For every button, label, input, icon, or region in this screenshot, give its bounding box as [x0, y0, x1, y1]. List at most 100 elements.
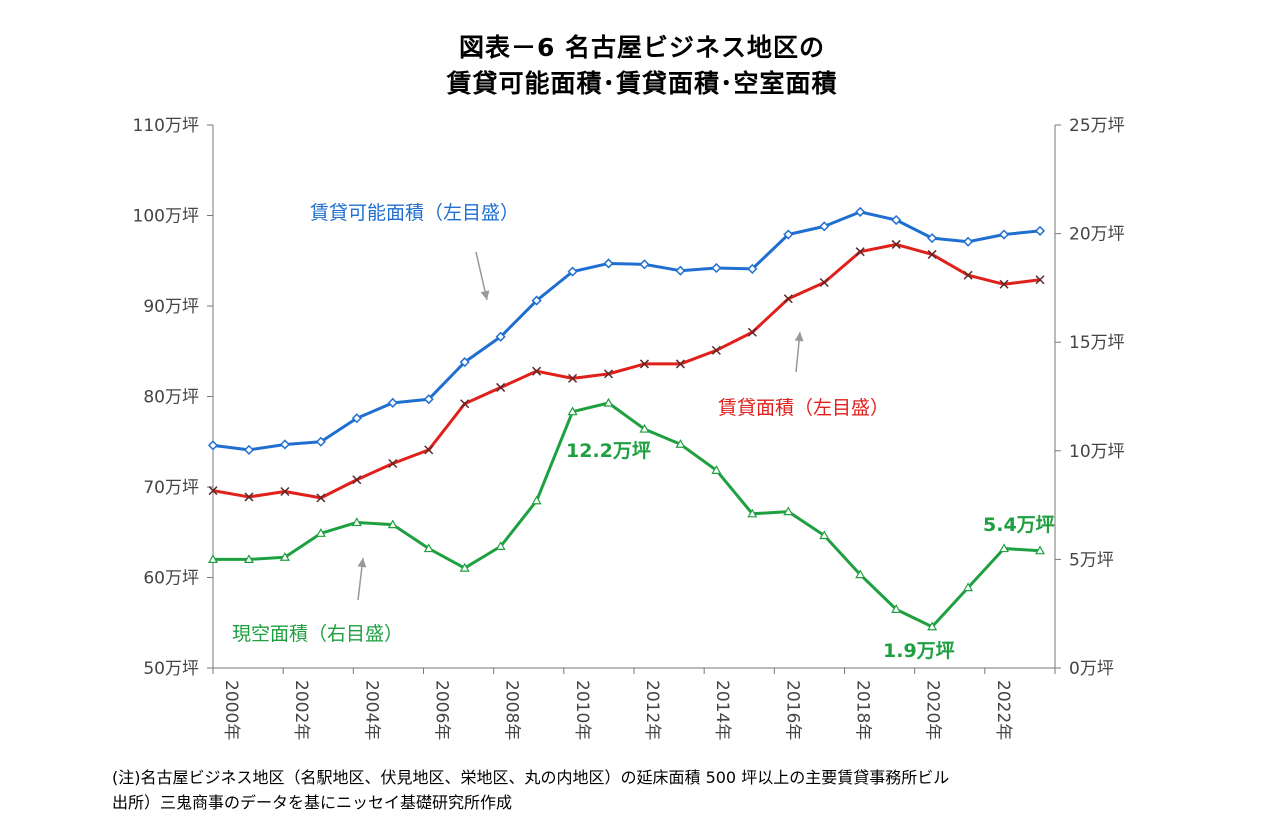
marker-stroke [963, 270, 973, 280]
data-point [208, 486, 218, 496]
data-point [351, 517, 362, 527]
data-point [316, 493, 326, 503]
data-point [819, 277, 829, 288]
data-point [927, 621, 938, 631]
chart-title: 図表－6 名古屋ビジネス地区の [458, 33, 826, 62]
marker-stroke [280, 486, 290, 497]
value-annotation: 1.9万坪 [883, 640, 955, 662]
marker-stroke [639, 359, 650, 369]
data-point [387, 519, 398, 529]
chart-subtitle: 賃貸可能面積･賃貸面積･空室面積 [446, 69, 838, 98]
data-point [243, 554, 254, 564]
marker-stroke [316, 493, 326, 503]
x-tick-label: 2016年 [782, 680, 802, 740]
arrow-head [794, 332, 804, 342]
data-point [244, 492, 254, 502]
data-point [639, 359, 650, 369]
data-point [1035, 275, 1045, 285]
data-point [639, 259, 650, 270]
marker-stroke [603, 369, 614, 379]
data-point [567, 266, 578, 277]
data-point [999, 543, 1010, 553]
data-point [279, 439, 290, 450]
data-point [747, 327, 757, 337]
x-tick-label: 2000年 [221, 680, 241, 740]
data-point [855, 569, 866, 579]
marker-stroke [424, 445, 434, 455]
data-point [459, 357, 470, 368]
data-point [460, 399, 470, 409]
value-annotation: 5.4万坪 [983, 514, 1055, 536]
x-tick-label: 2022年 [993, 680, 1013, 740]
y-right-tick-label: 20万坪 [1069, 225, 1125, 245]
x-tick-label: 2012年 [642, 680, 662, 740]
series-group [207, 397, 1046, 631]
arrow-head [480, 290, 490, 300]
marker-stroke [244, 492, 254, 502]
y-right-tick-label: 10万坪 [1069, 442, 1125, 462]
marker-stroke [999, 279, 1009, 289]
data-point [963, 582, 974, 592]
data-point [783, 294, 793, 304]
marker-stroke [208, 486, 218, 496]
data-point [424, 445, 434, 455]
data-point [675, 359, 685, 369]
data-point [855, 247, 865, 257]
marker-stroke [388, 458, 398, 469]
data-point [891, 239, 901, 249]
data-point [747, 508, 758, 518]
data-point [387, 397, 398, 408]
y-left-tick-label: 60万坪 [143, 569, 199, 589]
marker-stroke [927, 249, 937, 259]
data-point [747, 263, 758, 274]
data-point [315, 528, 326, 537]
data-point [963, 270, 973, 280]
data-point [207, 440, 219, 451]
data-point [567, 406, 578, 416]
data-point [783, 506, 794, 516]
arrow-vacant [357, 557, 367, 601]
x-tick-label: 2020年 [923, 680, 943, 740]
data-point [423, 543, 434, 553]
x-tick-label: 2014年 [712, 680, 732, 740]
series-layer [207, 206, 1046, 631]
marker-stroke [352, 475, 362, 485]
series-group [207, 206, 1046, 455]
marker-stroke [1035, 275, 1045, 285]
data-point [1034, 545, 1046, 555]
data-point [603, 258, 614, 269]
series-label-vacant: 現空面積（右目盛） [232, 623, 403, 645]
data-point [495, 331, 506, 342]
data-point [711, 465, 722, 474]
data-point [1034, 225, 1046, 236]
value-annotation: 12.2万坪 [566, 440, 651, 462]
marker-stroke [783, 294, 793, 304]
data-point [423, 394, 434, 405]
x-tick-label: 2008年 [502, 680, 522, 740]
x-tick-label: 2010年 [572, 680, 592, 740]
y-right-tick-label: 5万坪 [1069, 550, 1114, 570]
marker-stroke [891, 239, 901, 249]
y-left-tick-label: 50万坪 [143, 659, 199, 679]
data-point [532, 366, 542, 376]
data-point [603, 369, 614, 379]
data-point [568, 373, 578, 383]
data-point [352, 475, 362, 485]
data-point [315, 436, 326, 447]
data-point [531, 495, 542, 505]
series-label-available: 賃貸可能面積（左目盛） [310, 202, 519, 224]
data-point [891, 214, 902, 226]
y-left-tick-label: 70万坪 [143, 478, 199, 498]
data-point [891, 604, 902, 613]
data-point [711, 345, 721, 355]
series-line [213, 401, 1041, 629]
series-group [208, 239, 1045, 503]
x-tick-label: 2006年 [432, 680, 452, 740]
marker-stroke [711, 345, 721, 355]
data-point [819, 221, 830, 232]
arrow-head [357, 558, 367, 568]
data-point [963, 236, 974, 247]
source-note: 出所）三鬼商事のデータを基にニッセイ基礎研究所作成 [112, 793, 513, 812]
marker-stroke [675, 359, 685, 369]
